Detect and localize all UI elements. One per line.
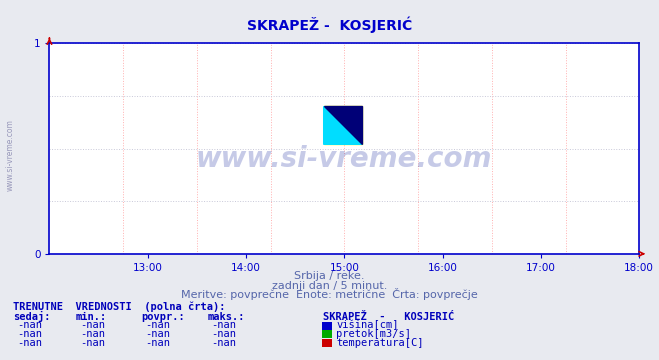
Text: TRENUTNE  VREDNOSTI  (polna črta):: TRENUTNE VREDNOSTI (polna črta): [13,302,225,312]
Text: www.si-vreme.com: www.si-vreme.com [5,119,14,191]
Text: -nan: -nan [17,320,42,330]
Text: -nan: -nan [146,329,171,339]
Text: min.:: min.: [76,312,107,322]
Text: Meritve: povprečne  Enote: metrične  Črta: povprečje: Meritve: povprečne Enote: metrične Črta:… [181,288,478,301]
Polygon shape [324,107,362,144]
Text: maks.:: maks.: [208,312,245,322]
Text: Srbija / reke.: Srbija / reke. [295,271,364,281]
Text: -nan: -nan [17,338,42,348]
Text: -nan: -nan [80,338,105,348]
Text: -nan: -nan [80,320,105,330]
Polygon shape [324,107,362,144]
Text: -nan: -nan [146,320,171,330]
Text: -nan: -nan [212,320,237,330]
Text: -nan: -nan [146,338,171,348]
Text: temperatura[C]: temperatura[C] [336,338,424,348]
Text: povpr.:: povpr.: [142,312,185,322]
Text: -nan: -nan [17,329,42,339]
Text: www.si-vreme.com: www.si-vreme.com [196,145,492,173]
Text: SKRAPEŽ -  KOSJERIĆ: SKRAPEŽ - KOSJERIĆ [247,17,412,33]
Text: -nan: -nan [212,329,237,339]
Text: -nan: -nan [80,329,105,339]
Text: višina[cm]: višina[cm] [336,320,399,330]
Text: zadnji dan / 5 minut.: zadnji dan / 5 minut. [272,281,387,291]
Text: sedaj:: sedaj: [13,311,51,322]
Bar [324,107,362,144]
Text: -nan: -nan [212,338,237,348]
Text: pretok[m3/s]: pretok[m3/s] [336,329,411,339]
Text: SKRAPEŽ  -   KOSJERIĆ: SKRAPEŽ - KOSJERIĆ [323,312,454,322]
